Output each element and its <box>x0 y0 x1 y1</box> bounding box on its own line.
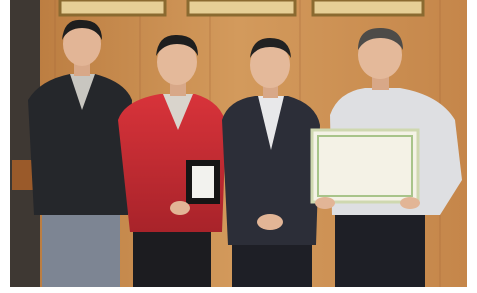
certificate <box>312 130 418 202</box>
wall-frames <box>60 0 423 15</box>
page <box>0 0 477 293</box>
photo <box>0 0 477 293</box>
